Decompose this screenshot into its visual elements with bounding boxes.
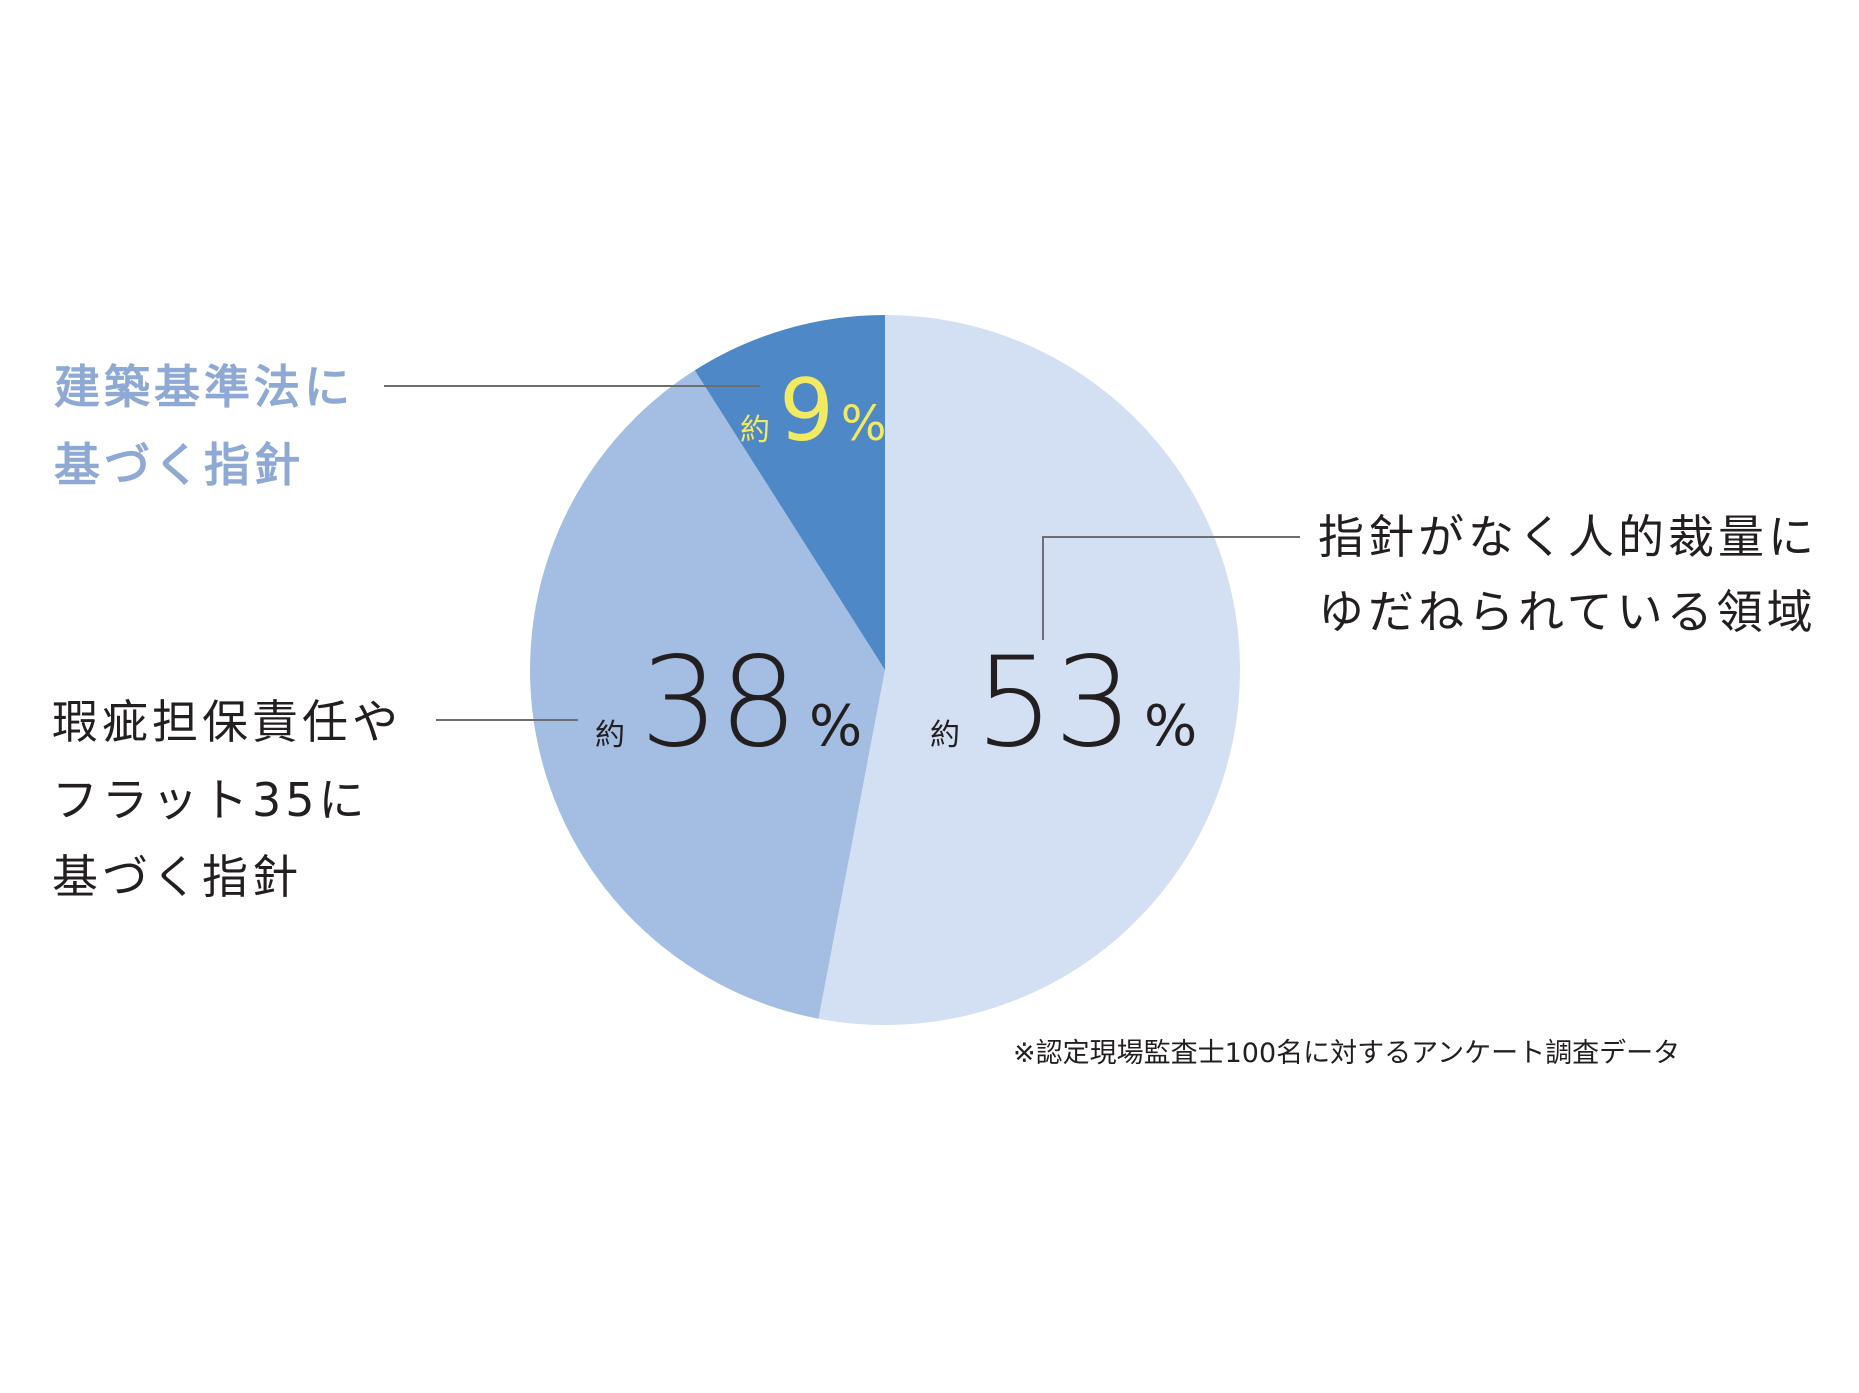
value-number-large: 53 [975, 631, 1133, 775]
value-prefix-medium: 約 [595, 718, 625, 753]
value-number-medium: 38 [640, 631, 798, 775]
category-label-small-line-2: 基づく指針 [54, 438, 304, 492]
value-number-small: 9 [779, 361, 834, 461]
category-label-medium-line-1: 瑕疵担保責任や [52, 695, 402, 749]
value-prefix-small: 約 [740, 413, 770, 448]
category-label-large-line-2: ゆだねられている領域 [1318, 585, 1817, 639]
pie-slice-small [694, 315, 885, 670]
pie-slice-large [818, 315, 1241, 1025]
value-percent-medium: % [809, 694, 862, 759]
value-prefix-large: 約 [930, 718, 960, 753]
survey-footnote: ※認定現場監査士100名に対するアンケート調査データ [1013, 1038, 1680, 1069]
leader-line-large-slice [1042, 536, 1300, 640]
category-label-small-line-1: 建築基準法に [54, 360, 354, 414]
category-label-large-line-1: 指針がなく人的裁量に [1318, 510, 1818, 564]
value-percent-large: % [1144, 694, 1197, 759]
category-label-medium-line-3: 基づく指針 [52, 850, 302, 904]
pie-slices [529, 315, 1241, 1025]
value-label-large-slice: 約 53 % [930, 631, 1197, 775]
pie-slice-medium [529, 370, 885, 1019]
value-label-small-slice: 約 9 % [740, 361, 887, 461]
value-percent-small: % [841, 396, 887, 452]
value-label-medium-slice: 約 38 % [595, 631, 862, 775]
category-label-medium-line-2: フラット35に [52, 773, 369, 827]
